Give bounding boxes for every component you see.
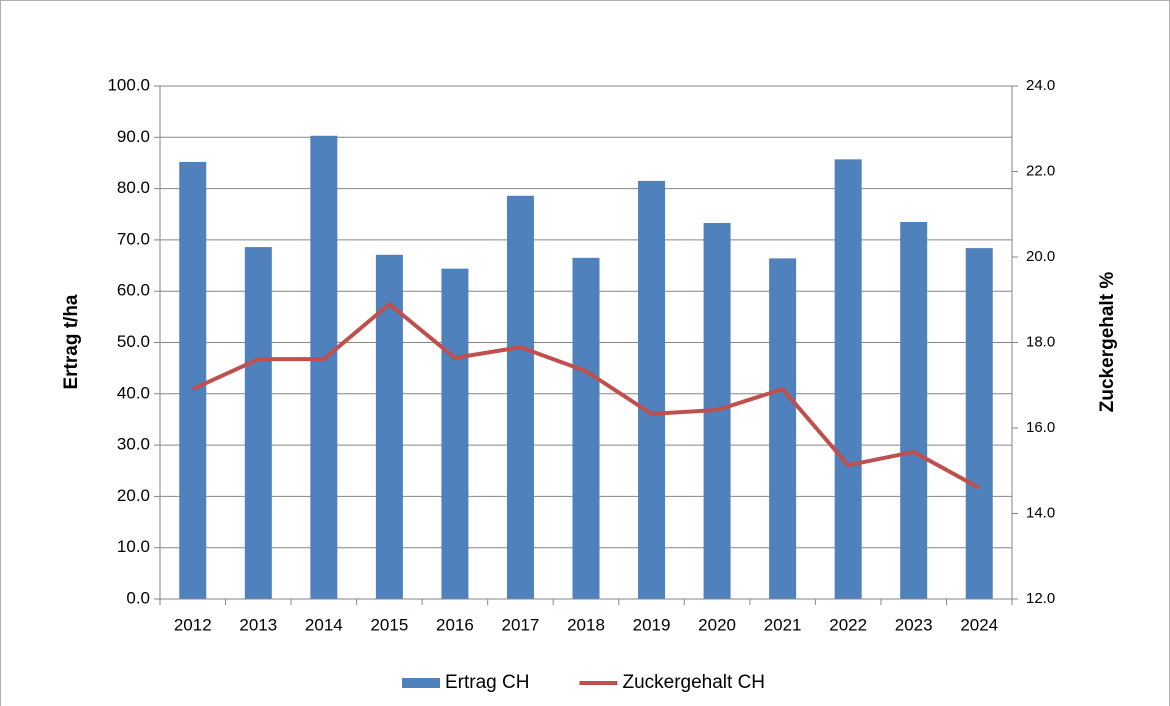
bar xyxy=(900,221,928,599)
y2-tick-label: 12.0 xyxy=(1026,590,1055,607)
legend-label: Zuckergehalt CH xyxy=(622,672,765,693)
y-tick-label: 90.0 xyxy=(117,127,150,146)
bar xyxy=(179,161,207,599)
y2-tick-label: 18.0 xyxy=(1026,333,1055,350)
x-tick-label: 2020 xyxy=(698,615,736,634)
y-tick-label: 50.0 xyxy=(117,332,150,351)
y-tick-label: 40.0 xyxy=(117,383,150,402)
x-tick-label: 2012 xyxy=(174,615,212,634)
x-tick-label: 2017 xyxy=(502,615,540,634)
y-tick-label: 100.0 xyxy=(107,75,150,94)
y2-tick-label: 16.0 xyxy=(1026,419,1055,436)
y2-tick-label: 20.0 xyxy=(1026,248,1055,265)
bar xyxy=(638,180,666,599)
y2-tick-label: 22.0 xyxy=(1026,162,1055,179)
bar xyxy=(244,247,272,599)
y-axis-title: Ertrag t/ha xyxy=(61,294,82,389)
y2-axis-title: Zuckergehalt % xyxy=(1097,272,1118,413)
y-tick-label: 70.0 xyxy=(117,229,150,248)
x-tick-label: 2013 xyxy=(239,615,277,634)
legend-swatch xyxy=(402,678,440,688)
x-tick-label: 2016 xyxy=(436,615,474,634)
bar xyxy=(834,159,862,599)
x-tick-label: 2015 xyxy=(370,615,408,634)
x-tick-label: 2024 xyxy=(960,615,998,634)
x-tick-label: 2022 xyxy=(829,615,867,634)
x-tick-label: 2018 xyxy=(567,615,605,634)
y2-tick-label: 14.0 xyxy=(1026,504,1055,521)
bar xyxy=(441,268,469,599)
y2-tick-label: 24.0 xyxy=(1026,77,1055,94)
line xyxy=(191,302,981,490)
y-tick-label: 20.0 xyxy=(117,486,150,505)
bar xyxy=(572,257,600,599)
y-tick-label: 10.0 xyxy=(117,537,150,556)
bar xyxy=(506,195,534,600)
y-tick-label: 30.0 xyxy=(117,435,150,454)
x-tick-label: 2014 xyxy=(305,615,343,634)
legend-label: Ertrag CH xyxy=(445,672,529,693)
y-tick-label: 0.0 xyxy=(126,588,150,607)
y-tick-label: 80.0 xyxy=(117,178,150,197)
bar xyxy=(310,135,338,600)
x-tick-label: 2019 xyxy=(633,615,671,634)
x-tick-label: 2021 xyxy=(764,615,802,634)
x-tick-label: 2023 xyxy=(895,615,933,634)
bar xyxy=(965,248,993,599)
bar xyxy=(769,258,797,599)
y-tick-label: 60.0 xyxy=(117,281,150,300)
